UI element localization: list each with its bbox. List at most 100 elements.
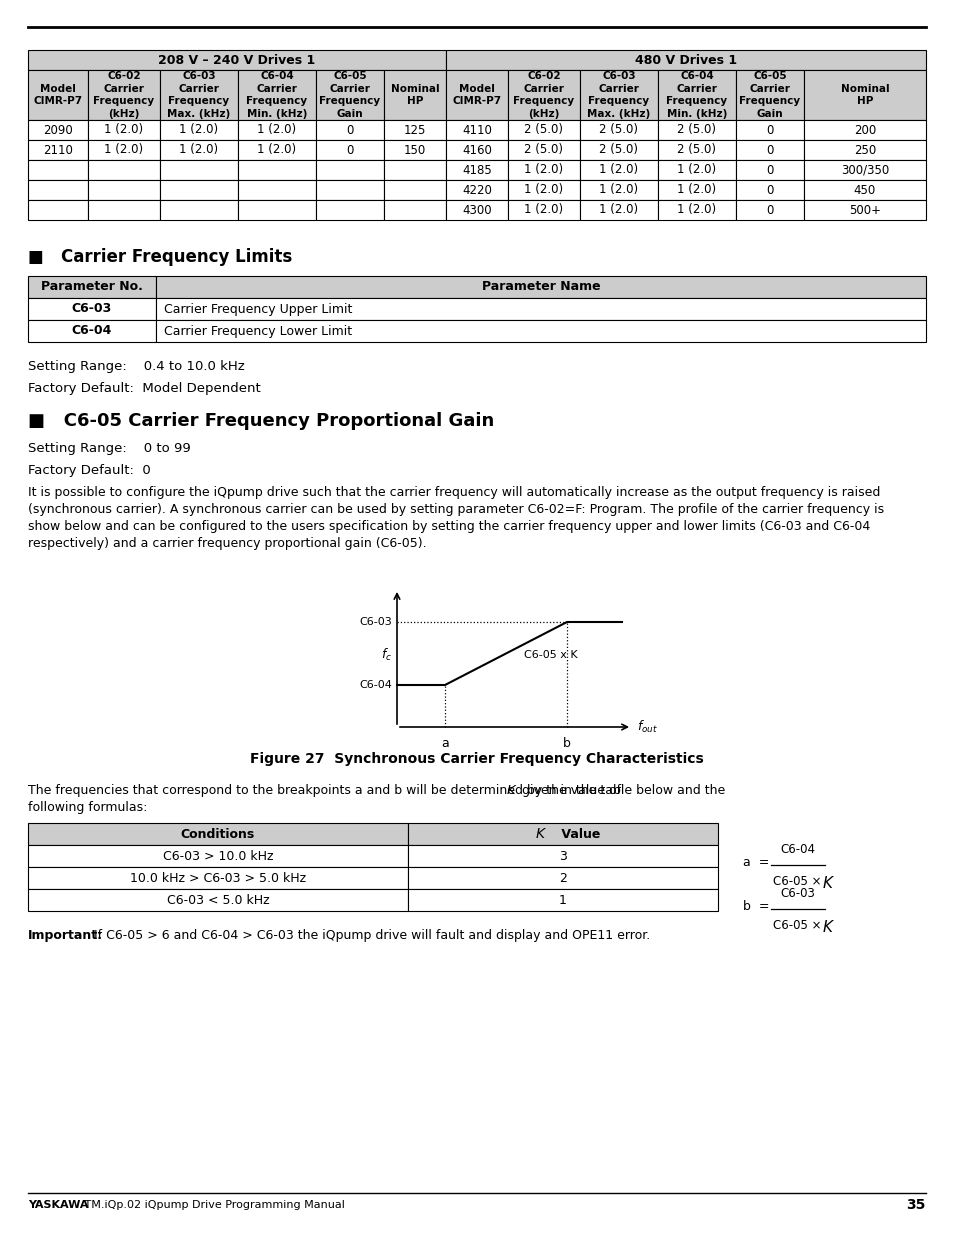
Text: 35: 35 (905, 1198, 925, 1212)
Bar (579, 140, 658, 161)
Text: 2 (5.0): 2 (5.0) (598, 143, 638, 157)
Text: show below and can be configured to the users specification by setting the carri: show below and can be configured to the … (28, 520, 869, 534)
Text: C6-03
Carrier
Frequency
Max. (kHz): C6-03 Carrier Frequency Max. (kHz) (167, 72, 231, 119)
Bar (28, 140, 88, 161)
Text: ■   Carrier Frequency Limits: ■ Carrier Frequency Limits (28, 248, 292, 266)
Text: 4300: 4300 (461, 204, 492, 216)
Bar (315, 70, 384, 120)
Text: 0: 0 (765, 124, 773, 137)
Text: C6-04: C6-04 (780, 844, 815, 856)
Text: 0: 0 (346, 143, 354, 157)
Text: Carrier Frequency Upper Limit: Carrier Frequency Upper Limit (164, 303, 352, 315)
Bar (507, 161, 579, 180)
Bar (28, 161, 88, 180)
Bar (88, 120, 160, 140)
Text: Conditions: Conditions (181, 827, 254, 841)
Bar (803, 140, 925, 161)
Bar (28, 320, 156, 342)
Text: Factory Default:  Model Dependent: Factory Default: Model Dependent (28, 382, 260, 395)
Text: 450: 450 (853, 184, 875, 196)
Bar (28, 889, 408, 911)
Text: C6-04
Carrier
Frequency
Min. (kHz): C6-04 Carrier Frequency Min. (kHz) (666, 72, 727, 119)
Bar (237, 120, 315, 140)
Text: Important:: Important: (28, 929, 103, 942)
Bar (803, 180, 925, 200)
Bar (156, 298, 925, 320)
Bar (579, 70, 658, 120)
Text: 1 (2.0): 1 (2.0) (598, 184, 638, 196)
Text: C6-05
Carrier
Frequency
Gain: C6-05 Carrier Frequency Gain (739, 72, 800, 119)
Text: 2 (5.0): 2 (5.0) (677, 143, 716, 157)
Text: $\mathbf{\mathit{K}}$: $\mathbf{\mathit{K}}$ (821, 919, 834, 935)
Text: C6-04: C6-04 (71, 325, 112, 337)
Text: C6-02
Carrier
Frequency
(kHz): C6-02 Carrier Frequency (kHz) (93, 72, 154, 119)
Text: $\mathbf{\mathit{K}}$: $\mathbf{\mathit{K}}$ (821, 876, 834, 890)
Text: C6-05
Carrier
Frequency
Gain: C6-05 Carrier Frequency Gain (319, 72, 380, 119)
Text: following formulas:: following formulas: (28, 802, 147, 814)
Text: b  =: b = (742, 900, 769, 914)
Bar (735, 120, 803, 140)
Bar (384, 140, 446, 161)
Text: 4110: 4110 (461, 124, 492, 137)
Text: 2: 2 (558, 872, 566, 884)
Bar (28, 845, 408, 867)
Bar (446, 161, 507, 180)
Bar (88, 180, 160, 200)
Text: It is possible to configure the iQpump drive such that the carrier frequency wil: It is possible to configure the iQpump d… (28, 487, 880, 499)
Text: The frequencies that correspond to the breakpoints a and b will be determined by: The frequencies that correspond to the b… (28, 784, 624, 797)
Bar (507, 140, 579, 161)
Text: Model
CIMR-P7: Model CIMR-P7 (33, 84, 83, 106)
Text: C6-05 ×: C6-05 × (772, 876, 824, 888)
Text: 1 (2.0): 1 (2.0) (524, 184, 563, 196)
Bar (384, 200, 446, 220)
Text: 0: 0 (765, 204, 773, 216)
Text: given in the table below and the: given in the table below and the (517, 784, 724, 797)
Bar (735, 70, 803, 120)
Bar (658, 70, 735, 120)
Bar (28, 298, 156, 320)
Text: 1 (2.0): 1 (2.0) (677, 184, 716, 196)
Text: 4185: 4185 (461, 163, 492, 177)
Bar (315, 120, 384, 140)
Text: Value: Value (557, 827, 599, 841)
Bar (28, 200, 88, 220)
Text: 10.0 kHz > C6-03 > 5.0 kHz: 10.0 kHz > C6-03 > 5.0 kHz (130, 872, 306, 884)
Text: Figure 27  Synchronous Carrier Frequency Characteristics: Figure 27 Synchronous Carrier Frequency … (250, 752, 703, 766)
Bar (735, 161, 803, 180)
Bar (658, 180, 735, 200)
Bar (579, 120, 658, 140)
Bar (446, 49, 925, 70)
Text: C6-03: C6-03 (359, 618, 392, 627)
Bar (579, 161, 658, 180)
Bar (315, 180, 384, 200)
Bar (237, 161, 315, 180)
Text: 1 (2.0): 1 (2.0) (524, 163, 563, 177)
Text: b: b (562, 737, 570, 750)
Bar (88, 200, 160, 220)
Bar (658, 140, 735, 161)
Bar (160, 140, 237, 161)
Text: Carrier Frequency Lower Limit: Carrier Frequency Lower Limit (164, 325, 352, 337)
Text: a  =: a = (742, 857, 768, 869)
Text: 208 V – 240 V Drives 1: 208 V – 240 V Drives 1 (158, 53, 315, 67)
Text: Factory Default:  0: Factory Default: 0 (28, 464, 151, 477)
Bar (237, 200, 315, 220)
Bar (160, 200, 237, 220)
Bar (507, 70, 579, 120)
Text: Parameter Name: Parameter Name (481, 280, 599, 294)
Bar (88, 161, 160, 180)
Bar (315, 200, 384, 220)
Bar (446, 70, 507, 120)
Bar (237, 140, 315, 161)
Bar (237, 70, 315, 120)
Text: YASKAWA: YASKAWA (28, 1200, 89, 1210)
Bar (384, 120, 446, 140)
Text: 1 (2.0): 1 (2.0) (257, 143, 296, 157)
Bar (156, 275, 925, 298)
Bar (408, 845, 718, 867)
Text: C6-03: C6-03 (780, 887, 815, 900)
Bar (28, 49, 446, 70)
Text: respectively) and a carrier frequency proportional gain (C6-05).: respectively) and a carrier frequency pr… (28, 537, 426, 550)
Bar (315, 161, 384, 180)
Bar (28, 180, 88, 200)
